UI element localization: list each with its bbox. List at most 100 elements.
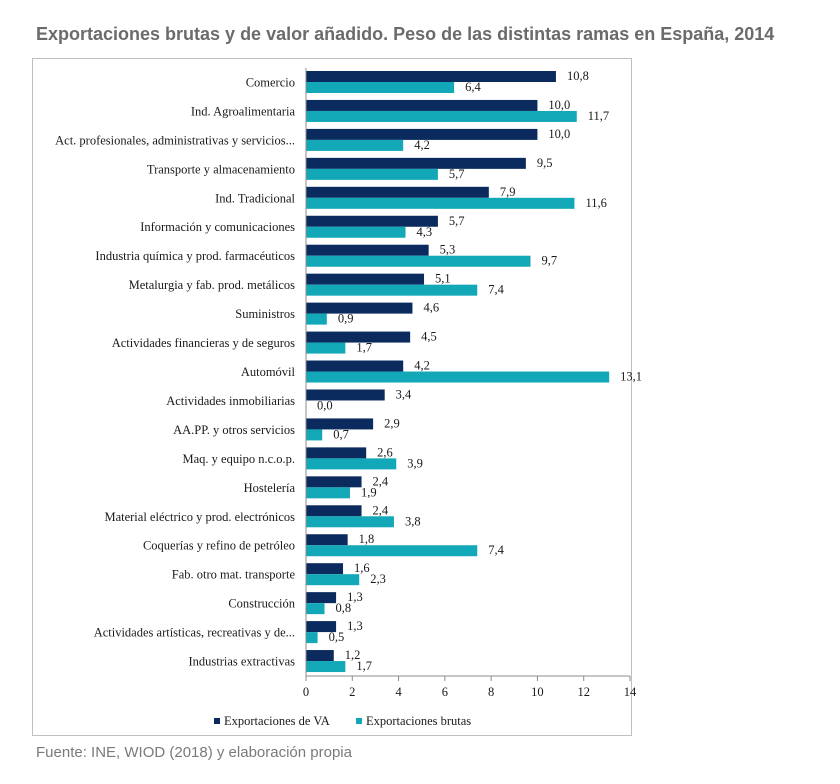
category-label: Automóvil xyxy=(241,365,296,379)
bar-exportaciones-va xyxy=(306,360,404,372)
data-label: 0,5 xyxy=(329,630,345,644)
bar-exportaciones-brutas xyxy=(306,632,318,644)
category-label: Coquerías y refino de petróleo xyxy=(143,539,295,553)
category-label: Metalurgia y fab. prod. metálicos xyxy=(129,278,296,292)
bar-exportaciones-brutas xyxy=(306,371,610,383)
legend-swatch-brutas xyxy=(356,718,362,724)
bar-exportaciones-brutas xyxy=(306,487,350,499)
data-label: 2,4 xyxy=(373,503,389,517)
category-label: AA.PP. y otros servicios xyxy=(173,423,295,437)
category-label: Suministros xyxy=(235,307,295,321)
data-label: 2,3 xyxy=(370,572,386,586)
data-label: 2,4 xyxy=(373,474,389,488)
bar-exportaciones-va xyxy=(306,157,526,169)
data-label: 1,7 xyxy=(356,659,372,673)
source-note: Fuente: INE, WIOD (2018) y elaboración p… xyxy=(36,744,352,761)
legend-swatch-va xyxy=(214,718,220,724)
data-label: 13,1 xyxy=(620,370,642,384)
data-label: 1,3 xyxy=(347,590,363,604)
legend-label: Exportaciones de VA xyxy=(224,714,330,728)
x-tick-label: 2 xyxy=(349,685,355,699)
category-label: Actividades financieras y de seguros xyxy=(112,336,295,350)
data-label: 1,8 xyxy=(359,532,375,546)
category-label: Construcción xyxy=(228,597,295,611)
data-label: 0,9 xyxy=(338,312,354,326)
data-label: 10,0 xyxy=(548,98,570,112)
bar-exportaciones-va xyxy=(306,621,337,633)
data-label: 11,7 xyxy=(588,109,609,123)
data-label: 2,6 xyxy=(377,445,393,459)
data-label: 5,3 xyxy=(440,243,456,257)
bar-exportaciones-va xyxy=(306,563,344,575)
x-tick-label: 14 xyxy=(624,685,637,699)
data-label: 7,4 xyxy=(488,543,504,557)
bar-exportaciones-va xyxy=(306,71,556,82)
bar-exportaciones-va xyxy=(306,244,429,256)
category-label: Actividades inmobiliarias xyxy=(166,394,295,408)
category-label: Act. profesionales, administrativas y se… xyxy=(55,133,295,147)
data-label: 1,6 xyxy=(354,561,370,575)
data-label: 5,7 xyxy=(449,167,465,181)
bar-exportaciones-brutas xyxy=(306,255,531,267)
bar-exportaciones-va xyxy=(306,302,413,314)
data-label: 9,7 xyxy=(541,254,557,268)
data-label: 5,7 xyxy=(449,214,465,228)
bar-exportaciones-va xyxy=(306,447,367,459)
data-label: 4,2 xyxy=(414,138,430,152)
data-label: 11,6 xyxy=(585,196,606,210)
category-label: Actividades artísticas, recreativas y de… xyxy=(94,626,295,640)
bar-exportaciones-brutas xyxy=(306,458,397,470)
category-label: Maq. y equipo n.c.o.p. xyxy=(183,452,295,466)
bar-exportaciones-brutas xyxy=(306,516,394,528)
bar-exportaciones-brutas xyxy=(306,139,404,151)
data-label: 2,9 xyxy=(384,416,400,430)
bar-exportaciones-va xyxy=(306,592,337,604)
bar-exportaciones-va xyxy=(306,476,362,488)
data-label: 0,8 xyxy=(336,601,352,615)
data-label: 1,9 xyxy=(361,485,377,499)
data-label: 5,1 xyxy=(435,272,451,286)
legend-label: Exportaciones brutas xyxy=(366,714,471,728)
data-label: 3,4 xyxy=(396,387,412,401)
bar-exportaciones-brutas xyxy=(306,197,575,209)
bar-exportaciones-brutas xyxy=(306,82,455,93)
bar-exportaciones-va xyxy=(306,650,334,662)
category-label: Transporte y almacenamiento xyxy=(147,162,295,176)
data-label: 4,2 xyxy=(414,359,430,373)
data-label: 0,0 xyxy=(317,398,333,412)
x-tick-label: 6 xyxy=(442,685,448,699)
bar-exportaciones-va xyxy=(306,331,411,343)
category-label: Ind. Tradicional xyxy=(215,191,295,205)
bar-exportaciones-va xyxy=(306,99,538,111)
data-label: 0,7 xyxy=(333,427,349,441)
x-tick-label: 0 xyxy=(303,685,309,699)
category-label: Industria química y prod. farmacéuticos xyxy=(95,249,295,263)
category-label: Fab. otro mat. transporte xyxy=(172,568,296,582)
data-label: 1,2 xyxy=(345,648,361,662)
chart-frame xyxy=(32,58,632,736)
bar-exportaciones-va xyxy=(306,273,425,285)
data-label: 4,3 xyxy=(417,225,433,239)
x-tick-label: 8 xyxy=(488,685,494,699)
category-label: Material eléctrico y prod. electrónicos xyxy=(104,510,295,524)
data-label: 3,8 xyxy=(405,514,421,528)
data-label: 7,9 xyxy=(500,185,516,199)
bar-exportaciones-brutas xyxy=(306,603,325,615)
data-label: 10,8 xyxy=(567,69,589,83)
data-label: 7,4 xyxy=(488,283,504,297)
bar-exportaciones-brutas xyxy=(306,284,478,296)
x-tick-label: 12 xyxy=(577,685,590,699)
data-label: 4,5 xyxy=(421,330,437,344)
data-label: 4,6 xyxy=(423,301,439,315)
bar-exportaciones-brutas xyxy=(306,429,323,441)
data-label: 9,5 xyxy=(537,156,553,170)
bar-exportaciones-brutas xyxy=(306,313,327,325)
chart-title: Exportaciones brutas y de valor añadido.… xyxy=(36,24,775,44)
bar-exportaciones-va xyxy=(306,389,385,401)
bar-exportaciones-brutas xyxy=(306,661,346,673)
bar-exportaciones-va xyxy=(306,534,348,546)
data-label: 10,0 xyxy=(548,127,570,141)
bar-exportaciones-brutas xyxy=(306,545,478,557)
x-tick-label: 4 xyxy=(395,685,402,699)
